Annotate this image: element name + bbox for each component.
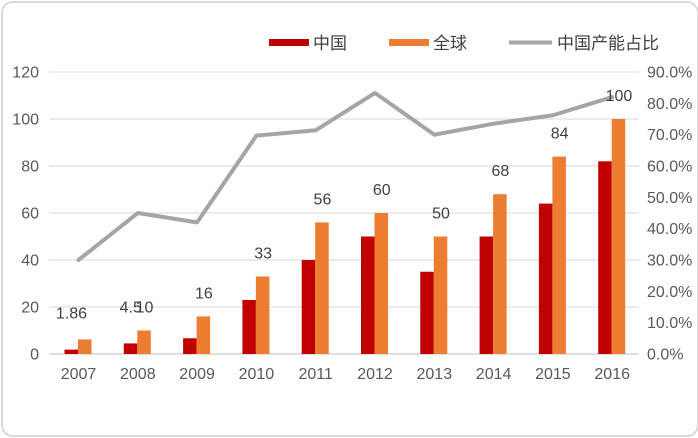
data-label-global-2011: 56 bbox=[314, 191, 332, 208]
data-label-global-2015: 84 bbox=[551, 126, 569, 143]
bar-global-2014 bbox=[493, 194, 507, 354]
x-axis-tick-label: 2007 bbox=[61, 366, 97, 383]
data-label-global-2010: 33 bbox=[254, 245, 272, 262]
data-label-china-2008: 4.5 bbox=[120, 299, 142, 316]
left-axis-tick-label: 40 bbox=[21, 253, 39, 270]
line-series bbox=[76, 90, 615, 262]
bar-china-2011 bbox=[301, 260, 316, 354]
data-label-global-2014: 68 bbox=[491, 163, 509, 180]
right-axis-tick-label: 90.0% bbox=[647, 65, 692, 82]
x-axis-tick-label: 2010 bbox=[239, 366, 275, 383]
x-axis-tick-label: 2011 bbox=[298, 366, 333, 383]
x-axis-tick-label: 2013 bbox=[417, 366, 453, 383]
x-axis-tick-label: 2012 bbox=[357, 366, 393, 383]
data-label-global-2016: 100 bbox=[606, 88, 633, 105]
bar-global-2007 bbox=[78, 339, 92, 354]
right-axis-tick-label: 50.0% bbox=[647, 190, 692, 207]
left-axis-tick-label: 120 bbox=[12, 65, 39, 82]
x-axis-ticks: 2007 2008 2009 2010 2011 2012 2013 2014 2015 2016 bbox=[61, 366, 630, 383]
data-label-global-2008: 10 bbox=[136, 300, 154, 317]
bar-china-2013 bbox=[420, 271, 434, 354]
bar-global-2010 bbox=[255, 276, 270, 354]
bar-china-2009 bbox=[183, 338, 197, 354]
left-axis-tick-label: 100 bbox=[12, 112, 39, 129]
legend-label-china-capacity-share: 中国产能占比 bbox=[557, 34, 659, 53]
bar-global-2008 bbox=[137, 330, 151, 354]
combo-chart: 中国 全球 中国产能占比 120 100 80 60 40 20 0 90.0% 80.0% 7… bbox=[12, 34, 692, 383]
left-axis-tick-label: 20 bbox=[21, 300, 39, 317]
x-axis-tick-label: 2015 bbox=[535, 366, 571, 383]
left-axis-tick-label: 80 bbox=[21, 159, 39, 176]
left-axis-ticks: 120 100 80 60 40 20 0 bbox=[12, 65, 39, 364]
x-axis-tick-label: 2008 bbox=[120, 366, 156, 383]
legend-swatch-china-bar-icon bbox=[269, 39, 309, 46]
right-axis-tick-label: 30.0% bbox=[647, 253, 692, 270]
bar-series bbox=[64, 119, 626, 354]
right-axis-tick-label: 60.0% bbox=[647, 159, 692, 176]
right-axis-tick-label: 0.0% bbox=[647, 347, 683, 364]
data-label-global-2013: 50 bbox=[432, 206, 450, 223]
bar-china-2015 bbox=[538, 203, 553, 354]
x-axis-tick-label: 2009 bbox=[179, 366, 215, 383]
data-label-global-2009: 16 bbox=[195, 285, 213, 302]
bar-global-2015 bbox=[552, 156, 566, 354]
bar-china-2010 bbox=[242, 299, 256, 354]
line-china-capacity-share bbox=[76, 90, 615, 262]
bar-china-2014 bbox=[479, 236, 494, 354]
right-axis-tick-label: 10.0% bbox=[647, 315, 692, 332]
x-axis-tick-label: 2014 bbox=[476, 366, 512, 383]
bar-global-2012 bbox=[374, 213, 388, 354]
left-axis-tick-label: 0 bbox=[30, 347, 39, 364]
bar-china-2007 bbox=[64, 349, 78, 354]
right-axis-tick-label: 80.0% bbox=[647, 96, 692, 113]
legend: 中国 全球 中国产能占比 bbox=[269, 34, 659, 53]
bar-china-2008 bbox=[123, 343, 138, 354]
legend-swatch-global-bar-icon bbox=[389, 39, 429, 46]
legend-label-global: 全球 bbox=[433, 34, 467, 53]
legend-label-china: 中国 bbox=[313, 34, 347, 53]
right-axis-ticks: 90.0% 80.0% 70.0% 60.0% 50.0% 40.0% 30.0% 20.0%… bbox=[647, 65, 692, 364]
bar-china-2016 bbox=[598, 161, 612, 354]
bar-global-2011 bbox=[315, 222, 329, 354]
x-axis-tick-label: 2016 bbox=[594, 366, 630, 383]
right-axis-tick-label: 40.0% bbox=[647, 221, 692, 238]
right-axis-tick-label: 20.0% bbox=[647, 284, 692, 301]
bar-china-2012 bbox=[361, 236, 375, 354]
left-axis-tick-label: 60 bbox=[21, 206, 39, 223]
bar-global-2016 bbox=[611, 119, 626, 354]
bar-global-2009 bbox=[196, 316, 211, 354]
data-label-global-2012: 60 bbox=[373, 182, 391, 199]
data-label-china-2007: 1.86 bbox=[56, 306, 87, 323]
data-labels: 1.86 4.510 16 33 56 60 50 68 84 100 bbox=[56, 88, 632, 323]
right-axis-tick-label: 70.0% bbox=[647, 127, 692, 144]
bar-global-2013 bbox=[433, 236, 448, 354]
